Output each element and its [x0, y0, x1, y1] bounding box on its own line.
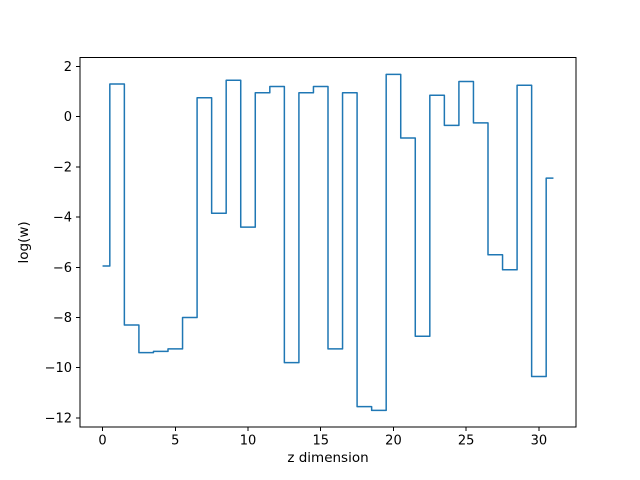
y-tick-label: −12 [45, 411, 72, 426]
x-tick-label: 15 [312, 434, 329, 449]
x-tick-label: 0 [98, 434, 106, 449]
x-tick-label: 20 [385, 434, 402, 449]
x-tick-label: 25 [458, 434, 475, 449]
y-tick-label: −6 [53, 261, 72, 276]
x-axis-label: z dimension [287, 450, 368, 466]
y-tick-label: −10 [45, 361, 72, 376]
x-tick-label: 10 [240, 434, 257, 449]
axes-spines [79, 57, 577, 428]
series-layer [102, 73, 554, 412]
y-tick-label: −2 [53, 160, 72, 175]
y-tick-label: 2 [64, 60, 72, 75]
y-tick-label: −4 [53, 211, 72, 226]
x-tick-label: 30 [531, 434, 548, 449]
y-axis-label: log(w) [16, 221, 32, 263]
y-tick-label: 0 [64, 110, 72, 125]
y-tick-label: −8 [53, 311, 72, 326]
step-line-series [102, 73, 554, 412]
x-tick-label: 5 [171, 434, 179, 449]
